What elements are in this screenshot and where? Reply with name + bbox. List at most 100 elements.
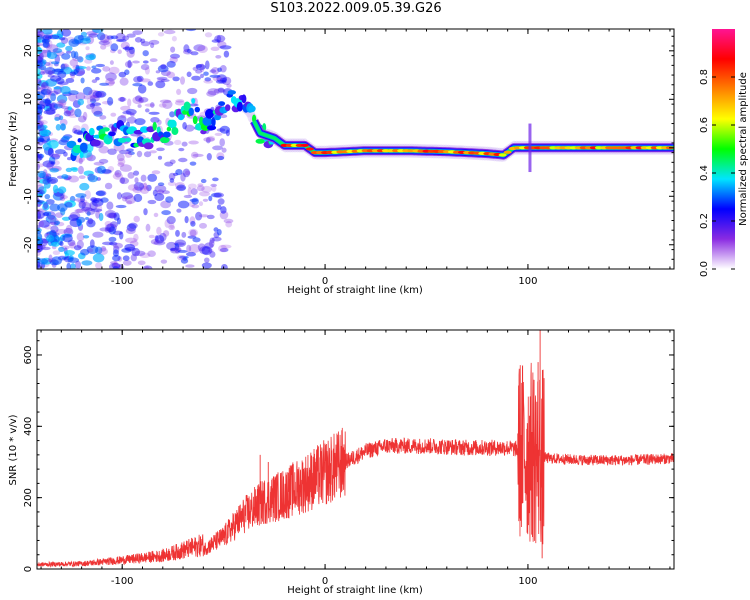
noise-blob bbox=[37, 258, 49, 265]
colorbar-tick-label: 0.6 bbox=[699, 117, 710, 133]
y-tick-label: 0 bbox=[23, 566, 34, 572]
noise-blob bbox=[99, 82, 110, 86]
noise-blob bbox=[110, 43, 119, 52]
noise-blob bbox=[209, 237, 215, 244]
noise-blob bbox=[191, 197, 199, 205]
noise-blob bbox=[131, 247, 140, 257]
noise-blob bbox=[67, 90, 79, 96]
noise-blob bbox=[134, 37, 143, 43]
noise-blob bbox=[212, 177, 219, 182]
noise-blob bbox=[60, 123, 66, 131]
noise-blob bbox=[37, 184, 45, 191]
noise-blob bbox=[78, 115, 87, 123]
noise-blob bbox=[147, 199, 157, 205]
noise-blob bbox=[84, 208, 96, 215]
noise-blob bbox=[37, 138, 45, 143]
noise-blob bbox=[169, 178, 175, 183]
noise-blob bbox=[140, 38, 146, 44]
noise-blob bbox=[159, 99, 172, 104]
noise-blob bbox=[54, 113, 62, 121]
noise-blob bbox=[74, 198, 86, 202]
x-tick-label: 0 bbox=[322, 276, 328, 287]
noise-blob bbox=[143, 208, 148, 216]
noise-blob bbox=[128, 46, 135, 55]
noise-blob bbox=[56, 42, 66, 48]
noise-blob bbox=[110, 221, 118, 228]
noise-blob bbox=[139, 186, 150, 194]
noise-blob bbox=[168, 224, 175, 231]
noise-blob bbox=[50, 161, 56, 165]
noise-blob bbox=[67, 257, 80, 264]
noise-blob bbox=[55, 212, 63, 219]
noise-blob bbox=[49, 203, 60, 212]
noise-blob bbox=[37, 79, 42, 84]
noise-blob bbox=[182, 168, 191, 178]
noise-blob bbox=[109, 241, 118, 246]
noise-blob bbox=[37, 200, 43, 207]
colorbar-tick-label: 0.0 bbox=[699, 261, 710, 277]
noise-blob bbox=[62, 234, 73, 243]
noise-blob bbox=[46, 51, 58, 60]
noise-blob bbox=[98, 212, 104, 222]
noise-blob bbox=[147, 250, 156, 257]
noise-blob bbox=[56, 94, 68, 104]
noise-blob bbox=[60, 63, 66, 71]
noise-blob bbox=[190, 188, 198, 196]
noise-blob bbox=[162, 190, 170, 195]
noise-blob bbox=[221, 147, 227, 153]
noise-blob bbox=[58, 246, 65, 252]
noise-blob bbox=[42, 39, 50, 48]
noise-blob bbox=[76, 208, 83, 213]
noise-blob bbox=[125, 237, 138, 243]
noise-blob bbox=[114, 169, 122, 178]
noise-blob bbox=[209, 69, 217, 73]
noise-blob bbox=[74, 108, 82, 118]
noise-blob bbox=[48, 254, 53, 263]
noise-blob bbox=[132, 83, 143, 87]
noise-blob bbox=[157, 119, 162, 126]
noise-blob bbox=[178, 147, 185, 152]
noise-blob bbox=[51, 256, 62, 265]
noise-blob bbox=[166, 216, 176, 225]
noise-blob bbox=[52, 184, 59, 194]
noise-blob bbox=[106, 201, 114, 210]
noise-blob bbox=[90, 198, 103, 202]
y-tick-label: 400 bbox=[23, 417, 34, 436]
noise-blob bbox=[133, 193, 143, 203]
noise-blob bbox=[85, 217, 89, 220]
noise-blob bbox=[192, 237, 201, 243]
noise-blob bbox=[85, 54, 95, 61]
noise-blob bbox=[38, 178, 50, 184]
snr-panel: -100 0 100 0 200 400 600 Height of straight li… bbox=[8, 329, 675, 596]
noise-blob bbox=[217, 155, 225, 161]
noise-blob bbox=[180, 172, 186, 182]
noise-blob bbox=[133, 215, 140, 223]
noise-blob bbox=[37, 196, 40, 202]
noise-blob bbox=[165, 196, 174, 203]
noise-blob bbox=[143, 182, 148, 191]
noise-blob bbox=[140, 174, 147, 182]
noise-blob bbox=[37, 124, 48, 130]
noise-blob bbox=[136, 150, 143, 158]
noise-blob bbox=[127, 172, 135, 179]
noise-blob bbox=[95, 76, 100, 81]
noise-blob bbox=[118, 264, 125, 269]
noise-blob bbox=[225, 220, 233, 228]
noise-blob bbox=[56, 101, 64, 108]
noise-blob bbox=[45, 78, 57, 87]
ridge-blob bbox=[227, 90, 236, 95]
noise-blob bbox=[184, 216, 189, 224]
noise-blob bbox=[49, 221, 57, 225]
noise-blob bbox=[75, 216, 86, 224]
noise-blob bbox=[128, 222, 138, 229]
noise-blob bbox=[98, 40, 111, 46]
noise-blob bbox=[54, 220, 61, 226]
noise-blob bbox=[204, 242, 214, 249]
noise-blob bbox=[44, 67, 56, 75]
noise-blob bbox=[38, 220, 45, 228]
noise-blob bbox=[95, 63, 105, 68]
noise-blob bbox=[50, 61, 60, 65]
noise-blob bbox=[226, 83, 232, 88]
noise-blob bbox=[169, 159, 176, 165]
noise-blob bbox=[153, 240, 166, 246]
